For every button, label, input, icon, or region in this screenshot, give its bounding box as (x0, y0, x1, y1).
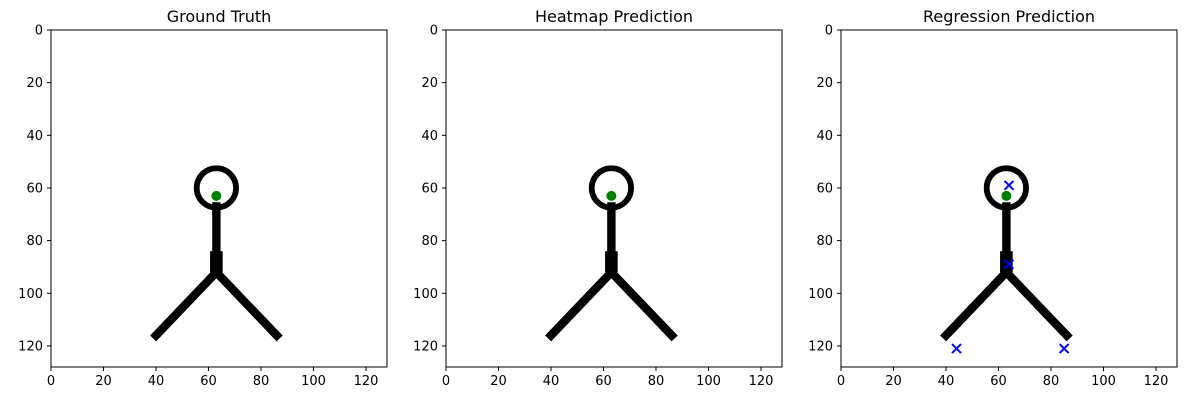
data-point (1001, 190, 1012, 201)
panel-title: Regression Prediction (923, 7, 1095, 26)
panel-heatmap-prediction: Heatmap Prediction 0 20 40 60 80 100 120 0 20 40 6… (413, 7, 783, 389)
data-point (606, 190, 617, 201)
x-tick-label: 20 (490, 374, 507, 389)
y-tick-label: 80 (816, 234, 833, 249)
x-tick-label: 20 (885, 374, 902, 389)
y-tick-label: 0 (430, 24, 438, 39)
figure-limb (940, 266, 1013, 342)
y-tick-label: 120 (413, 339, 438, 354)
x-tick-label: 100 (1091, 374, 1116, 389)
figure-limb (150, 266, 223, 342)
data-point (951, 343, 962, 354)
x-tick-label: 0 (442, 374, 450, 389)
y-tick-label: 120 (18, 339, 43, 354)
y-tick-label: 40 (26, 129, 43, 144)
x-tick-label: 80 (648, 374, 665, 389)
y-tick-label: 20 (421, 76, 438, 91)
axes-frame (840, 29, 1178, 368)
data-point (1058, 343, 1070, 354)
y-tick-label: 80 (421, 234, 438, 249)
y-tick-label: 20 (816, 76, 833, 91)
figure-hip (210, 251, 223, 273)
data-point (1003, 180, 1015, 191)
x-tick-label: 100 (696, 374, 721, 389)
data-point (1003, 259, 1015, 270)
y-tick-label: 0 (35, 24, 43, 39)
x-tick-label: 120 (749, 374, 774, 389)
x-tick-label: 0 (47, 374, 55, 389)
y-tick-label: 20 (26, 76, 43, 91)
x-tick-label: 120 (1144, 374, 1169, 389)
x-tick-label: 40 (148, 374, 165, 389)
figure-head (983, 165, 1029, 211)
panel-title: Heatmap Prediction (535, 7, 693, 26)
x-tick-label: 0 (837, 374, 845, 389)
x-tick-label: 120 (354, 374, 379, 389)
x-tick-label: 80 (1043, 374, 1060, 389)
panel-title: Ground Truth (167, 7, 272, 26)
x-tick-label: 20 (95, 374, 112, 389)
x-tick-label: 40 (543, 374, 560, 389)
y-tick-label: 80 (26, 234, 43, 249)
figure-limb (605, 266, 678, 342)
y-tick-label: 40 (816, 129, 833, 144)
y-tick-label: 60 (816, 181, 833, 196)
y-tick-label: 100 (18, 287, 43, 302)
panel-ground-truth: Ground Truth 0 20 40 60 80 100 120 0 20 40 60 80 100… (18, 7, 388, 389)
figure-head (193, 165, 239, 211)
y-tick-label: 60 (421, 181, 438, 196)
y-tick-label: 40 (421, 129, 438, 144)
panel-regression-prediction: Regression Prediction 0 20 40 60 80 100 120 0 20… (808, 7, 1178, 389)
x-tick-label: 60 (200, 374, 217, 389)
figure-hip (605, 251, 618, 273)
data-point (211, 190, 222, 201)
x-tick-label: 60 (595, 374, 612, 389)
figure-limb (210, 266, 283, 342)
x-tick-label: 80 (253, 374, 270, 389)
y-tick-label: 60 (26, 181, 43, 196)
x-tick-label: 100 (301, 374, 326, 389)
figure-head (588, 165, 634, 211)
y-tick-label: 0 (825, 24, 833, 39)
x-tick-label: 60 (990, 374, 1007, 389)
figure-limb (545, 266, 618, 342)
y-tick-label: 100 (413, 287, 438, 302)
figure-limb (1000, 266, 1073, 342)
y-tick-label: 100 (808, 287, 833, 302)
x-tick-label: 40 (938, 374, 955, 389)
axes-frame (50, 29, 388, 368)
y-tick-label: 120 (808, 339, 833, 354)
axes-frame (445, 29, 783, 368)
